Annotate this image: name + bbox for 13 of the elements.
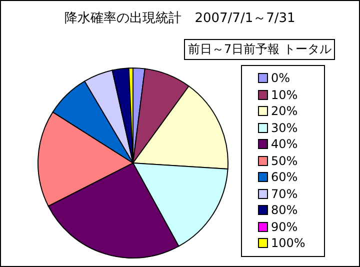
- legend-label: 90%: [271, 220, 298, 234]
- legend-label: 80%: [271, 203, 298, 218]
- legend-label: 70%: [271, 186, 298, 201]
- legend-label: 30%: [271, 120, 298, 135]
- legend-label: 100%: [271, 236, 306, 250]
- chart-title: 降水確率の出現統計 2007/7/1～7/31: [64, 10, 296, 27]
- legend-label: 40%: [271, 137, 298, 152]
- legend-label: 10%: [271, 88, 298, 102]
- legend-label: 20%: [271, 104, 298, 118]
- chart-subtitle: 前日～7日前予報 トータル: [184, 39, 336, 60]
- legend-label: 60%: [271, 170, 298, 184]
- legend-label: 0%: [271, 71, 290, 86]
- legend-label: 50%: [271, 154, 298, 168]
